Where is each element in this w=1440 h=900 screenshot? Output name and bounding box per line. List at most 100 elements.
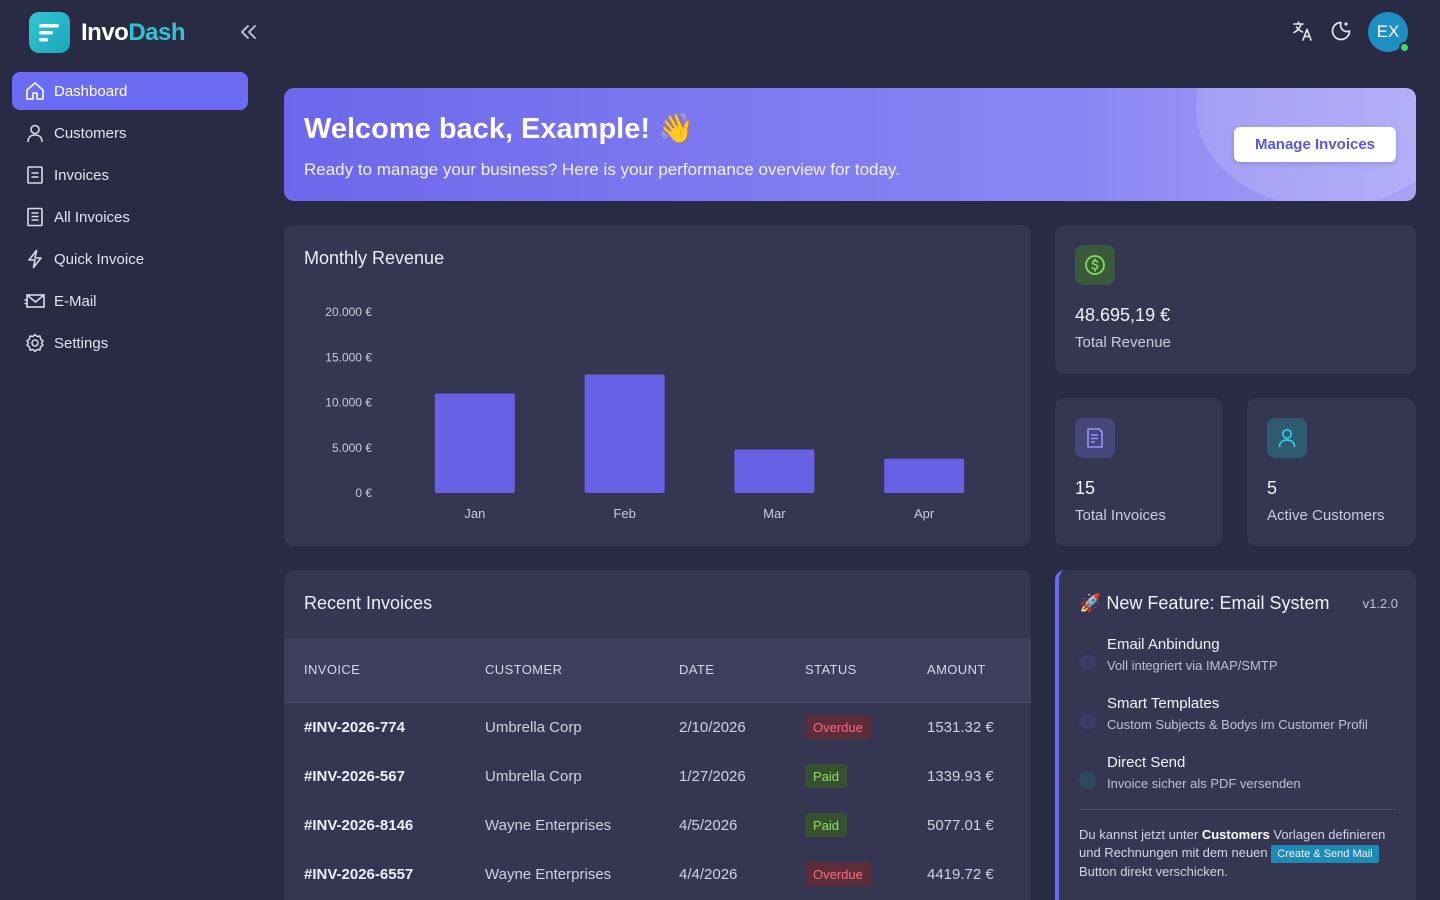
status-badge: Paid — [805, 764, 848, 788]
gear-icon — [24, 332, 46, 354]
recent-invoices-title: Recent Invoices — [304, 593, 433, 613]
invoice-date: 4/5/2026 — [679, 817, 738, 834]
invoice-amount: 1339.93 € — [927, 768, 994, 785]
sidebar-item-quick-invoice[interactable]: Quick Invoice — [12, 240, 248, 278]
column-header-amount[interactable]: AMOUNT — [927, 662, 986, 677]
active-customers-label: Active Customers — [1267, 507, 1385, 524]
table-row[interactable]: #INV-2026-8146 Wayne Enterprises 4/5/202… — [284, 801, 1031, 850]
feature-dot — [1079, 713, 1096, 730]
status-badge: Overdue — [805, 862, 871, 886]
invoice-date: 1/27/2026 — [679, 768, 746, 785]
invoice-number[interactable]: #INV-2026-6557 — [304, 866, 414, 883]
column-header-status[interactable]: STATUS — [805, 662, 857, 677]
monthly-revenue-card: Monthly Revenue 0 € 5.000 € 10.000 € 15.000… — [284, 225, 1031, 546]
user-icon — [24, 122, 46, 144]
theme-toggle-button[interactable] — [1328, 18, 1354, 44]
total-invoices-card: 15 Total Invoices — [1055, 398, 1223, 546]
user-icon — [1267, 418, 1307, 458]
version-badge: v1.2.0 — [1362, 596, 1398, 611]
invoice-date: 2/10/2026 — [679, 719, 746, 736]
feature-name: Direct Send — [1107, 754, 1186, 771]
revenue-bar-jan[interactable] — [434, 393, 515, 493]
status-badge: Paid — [805, 813, 848, 837]
table-row[interactable]: #INV-2026-774 Umbrella Corp 2/10/2026 Ov… — [284, 703, 1031, 752]
moon-icon — [1331, 21, 1351, 41]
column-header-customer[interactable]: CUSTOMER — [485, 662, 563, 677]
dollar-circle-icon — [1075, 245, 1115, 285]
sidebar-item-invoices[interactable]: Invoices — [12, 156, 248, 194]
feature-name: Smart Templates — [1107, 695, 1220, 712]
feature-item: Email Anbindung Voll integriert via IMAP… — [1079, 636, 1399, 686]
create-send-mail-tag[interactable]: Create & Send Mail — [1271, 845, 1379, 863]
sidebar-item-customers[interactable]: Customers — [12, 114, 248, 152]
sidebar-item-email[interactable]: E-Mail — [12, 282, 248, 320]
table-row[interactable]: #INV-2026-567 Umbrella Corp 1/27/2026 Pa… — [284, 752, 1031, 801]
feature-name: Email Anbindung — [1107, 636, 1220, 653]
revenue-bar-apr[interactable] — [884, 458, 965, 493]
mail-icon — [24, 290, 46, 312]
customer-name: Umbrella Corp — [485, 719, 582, 736]
revenue-bar-mar[interactable] — [734, 449, 815, 493]
table-row[interactable]: #INV-2026-6557 Wayne Enterprises 4/4/202… — [284, 850, 1031, 899]
revenue-bar-chart: 0 € 5.000 € 10.000 € 15.000 € 20.000 € Jan Feb… — [325, 305, 965, 521]
sidebar-item-label: E-Mail — [54, 292, 97, 310]
feature-desc: Invoice sicher als PDF versenden — [1107, 776, 1301, 791]
y-tick-label: 5.000 € — [332, 441, 372, 455]
sidebar-item-label: Invoices — [54, 166, 110, 184]
invoice-amount: 4419.72 € — [927, 866, 994, 883]
column-header-date[interactable]: DATE — [679, 662, 715, 677]
chart-title: Monthly Revenue — [304, 248, 445, 268]
manage-invoices-button[interactable]: Manage Invoices — [1234, 127, 1396, 162]
brand[interactable]: InvoDash — [29, 12, 186, 53]
total-revenue-card: 48.695,19 € Total Revenue — [1055, 225, 1416, 374]
feature-desc: Custom Subjects & Bodys im Customer Prof… — [1107, 717, 1368, 732]
double-chevron-left-icon — [241, 25, 256, 39]
x-tick-label: Apr — [914, 506, 935, 521]
y-tick-label: 0 € — [355, 486, 372, 500]
customer-name: Umbrella Corp — [485, 768, 582, 785]
language-button[interactable] — [1290, 18, 1316, 44]
y-tick-label: 15.000 € — [325, 350, 372, 364]
invoice-amount: 1531.32 € — [927, 719, 994, 736]
home-icon — [24, 80, 46, 102]
active-customers-card: 5 Active Customers — [1247, 398, 1416, 546]
online-status-dot — [1399, 42, 1410, 53]
recent-invoices-card: Recent Invoices INVOICE CUSTOMER DATE ST… — [284, 570, 1031, 900]
brand-name: InvoDash — [81, 18, 186, 46]
total-revenue-value: 48.695,19 € — [1075, 305, 1171, 325]
status-badge: Overdue — [805, 715, 871, 739]
x-tick-label: Jan — [464, 506, 485, 521]
sidebar-item-settings[interactable]: Settings — [12, 324, 248, 362]
active-customers-value: 5 — [1267, 478, 1278, 498]
sidebar-item-label: Quick Invoice — [54, 250, 145, 268]
invoice-icon — [24, 164, 46, 186]
sidebar-item-label: Customers — [54, 124, 127, 142]
total-invoices-label: Total Invoices — [1075, 507, 1166, 524]
collapse-sidebar-button[interactable] — [238, 22, 260, 42]
invoice-icon — [1075, 418, 1115, 458]
revenue-bar-feb[interactable] — [584, 374, 665, 493]
invoice-amount: 5077.01 € — [927, 817, 994, 834]
invoice-number[interactable]: #INV-2026-8146 — [304, 817, 414, 834]
customer-name: Wayne Enterprises — [485, 866, 612, 883]
avatar[interactable]: EX — [1368, 12, 1410, 53]
invoice-number[interactable]: #INV-2026-567 — [304, 768, 405, 785]
sidebar-item-label: Dashboard — [54, 82, 128, 100]
list-document-icon — [24, 206, 46, 228]
welcome-banner: Welcome back, Example! 👋 Ready to manage… — [284, 88, 1416, 201]
sidebar-nav: Dashboard Customers Invoices All Invoice… — [12, 72, 248, 366]
lightning-icon — [24, 248, 46, 270]
feature-item: Direct Send Invoice sicher als PDF verse… — [1079, 754, 1399, 804]
sidebar-item-dashboard[interactable]: Dashboard — [12, 72, 248, 110]
feature-title: 🚀 New Feature: Email System — [1079, 593, 1330, 613]
logo-icon — [29, 12, 70, 53]
invoice-number[interactable]: #INV-2026-774 — [304, 719, 405, 736]
new-feature-card: 🚀 New Feature: Email System v1.2.0 Email… — [1055, 570, 1416, 900]
avatar-initials: EX — [1376, 22, 1400, 41]
sidebar-item-all-invoices[interactable]: All Invoices — [12, 198, 248, 236]
total-revenue-label: Total Revenue — [1075, 334, 1171, 351]
feature-dot — [1079, 772, 1096, 789]
column-header-invoice[interactable]: INVOICE — [304, 662, 361, 677]
y-tick-label: 20.000 € — [325, 305, 372, 319]
sidebar-item-label: Settings — [54, 334, 109, 352]
